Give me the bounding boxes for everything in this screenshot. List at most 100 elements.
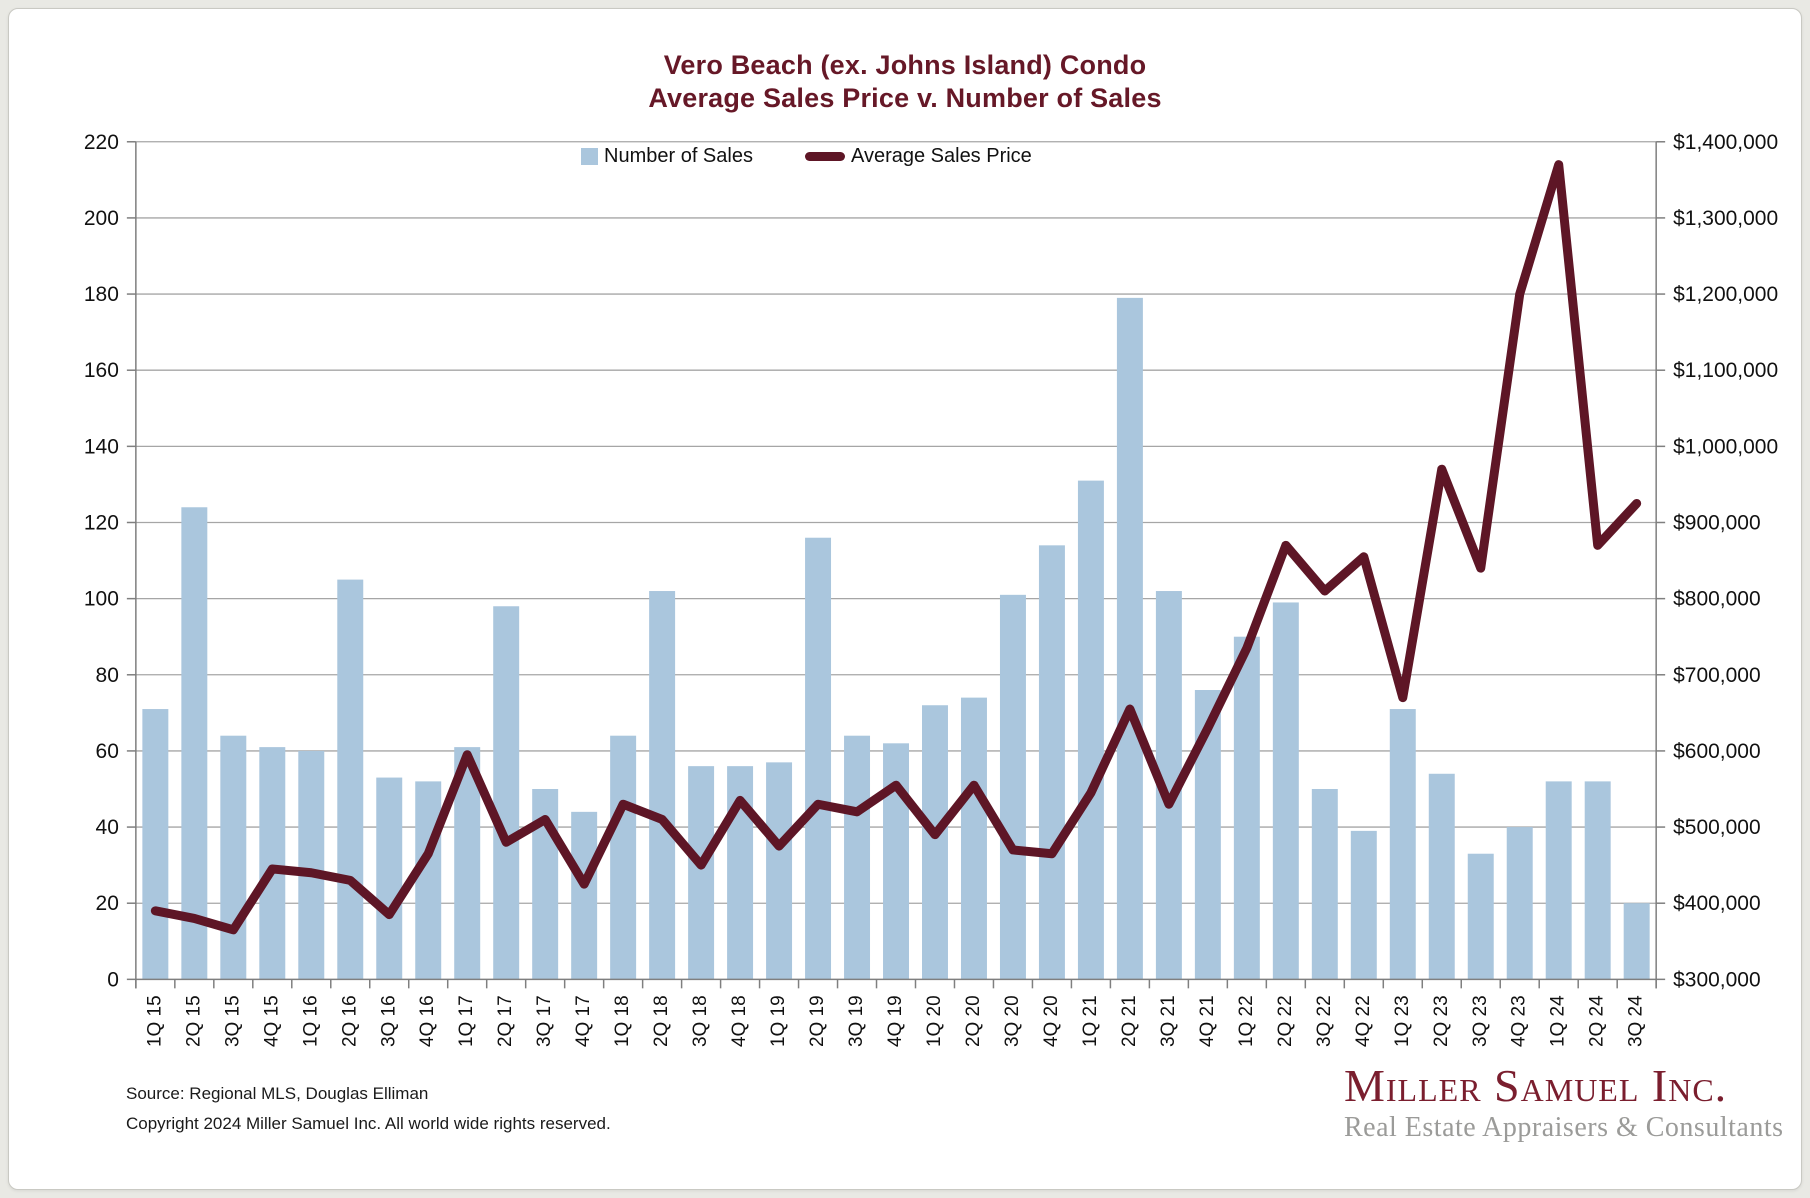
chart-title: Vero Beach (ex. Johns Island) Condo Aver… [9, 49, 1801, 115]
logo-tagline: Real Estate Appraisers & Consultants [1344, 1112, 1784, 1143]
bar-1Q-24 [1545, 781, 1572, 980]
bar-3Q-23 [1467, 853, 1494, 980]
right-axis-tick-label: $1,100,000 [1673, 359, 1778, 382]
bar-2Q-16 [337, 579, 364, 980]
x-axis-label: 1Q 22 [1236, 995, 1257, 1047]
right-axis-tick-label: $500,000 [1673, 816, 1760, 839]
left-axis-tick-label: 80 [96, 664, 119, 687]
x-axis-label: 3Q 22 [1314, 995, 1335, 1047]
x-axis-label: 2Q 21 [1119, 995, 1140, 1047]
source-text: Source: Regional MLS, Douglas Elliman [126, 1084, 429, 1103]
bar-4Q-23 [1506, 827, 1533, 980]
right-axis-tick-label: $700,000 [1673, 664, 1760, 687]
bar-4Q-19 [883, 743, 909, 980]
bar-4Q-16 [415, 781, 442, 980]
x-axis-label: 2Q 15 [183, 995, 204, 1047]
bar-1Q-22 [1233, 636, 1260, 980]
x-axis-label: 2Q 18 [651, 995, 672, 1047]
bar-swatch-icon [581, 148, 598, 165]
x-axis-label: 4Q 15 [261, 995, 282, 1047]
x-axis-label: 4Q 21 [1197, 995, 1218, 1047]
left-axis-tick-label: 140 [84, 435, 119, 458]
x-axis-label: 1Q 21 [1080, 995, 1101, 1047]
bar-1Q-20 [922, 705, 948, 980]
x-axis-label: 2Q 23 [1431, 995, 1452, 1047]
bar-1Q-15 [142, 709, 169, 980]
left-axis-tick-label: 220 [84, 131, 119, 154]
right-axis-tick-label: $1,400,000 [1673, 131, 1778, 154]
left-axis-tick-label: 0 [107, 968, 119, 991]
legend-item-number-of-sales: Number of Sales [581, 145, 753, 168]
x-axis-label: 2Q 16 [339, 995, 360, 1047]
chart-title-line1: Vero Beach (ex. Johns Island) Condo [663, 50, 1147, 80]
left-axis-tick-label: 100 [84, 588, 119, 611]
bar-3Q-15 [220, 735, 247, 980]
bar-3Q-16 [376, 777, 403, 980]
bar-3Q-24 [1623, 903, 1650, 980]
right-axis-tick-label: $1,300,000 [1673, 207, 1778, 230]
bar-2Q-20 [960, 697, 987, 980]
left-axis-tick-label: 60 [96, 740, 119, 763]
bar-2Q-22 [1272, 602, 1299, 980]
left-axis-tick-label: 160 [84, 359, 119, 382]
bar-1Q-18 [610, 735, 637, 980]
legend: Number of Sales Average Sales Price [581, 145, 1032, 168]
logo-name: Miller Samuel Inc. [1344, 1060, 1728, 1111]
bar-4Q-22 [1350, 830, 1377, 980]
x-axis-label: 4Q 23 [1509, 995, 1530, 1047]
legend-line-label: Average Sales Price [850, 145, 1032, 167]
bar-1Q-16 [298, 750, 325, 980]
x-axis-label: 4Q 22 [1353, 995, 1374, 1047]
left-axis-tick-label: 20 [96, 892, 119, 915]
footer: Source: Regional MLS, Douglas Elliman Co… [126, 1079, 611, 1139]
legend-item-average-sales-price: Average Sales Price [804, 145, 1032, 168]
chart-panel: 0 20 40 60 80 100 120 140 160 180 200 220 $300,000 $4… [8, 8, 1802, 1190]
bar-2Q-19 [805, 537, 832, 980]
bar-2Q-15 [181, 507, 208, 980]
x-axis-label: 1Q 16 [300, 995, 321, 1047]
average-sales-price-line [150, 160, 1642, 935]
axis-labels: 0 20 40 60 80 100 120 140 160 180 200 220 $300,000 $4… [84, 131, 1778, 1047]
company-logo: Miller Samuel Inc. Real Estate Appraiser… [1344, 1061, 1784, 1145]
x-axis-label: 1Q 19 [768, 995, 789, 1047]
left-axis-tick-label: 120 [84, 511, 119, 534]
x-axis-label: 3Q 16 [378, 995, 399, 1047]
x-axis-label: 2Q 19 [807, 995, 828, 1047]
right-axis-tick-label: $1,000,000 [1673, 435, 1778, 458]
right-axis-tick-label: $600,000 [1673, 740, 1760, 763]
x-axis-label: 3Q 18 [690, 995, 711, 1047]
x-axis-label: 3Q 24 [1626, 995, 1647, 1047]
bar-4Q-17 [571, 811, 598, 980]
bar-1Q-23 [1389, 709, 1416, 980]
left-axis-tick-label: 200 [84, 207, 119, 230]
bar-3Q-19 [844, 735, 871, 980]
bar-1Q-21 [1077, 480, 1104, 980]
bar-3Q-22 [1311, 788, 1338, 980]
right-axis-tick-label: $800,000 [1673, 588, 1760, 611]
x-axis-label: 4Q 18 [729, 995, 750, 1047]
x-axis-label: 3Q 20 [1002, 995, 1023, 1047]
chart-title-line2: Average Sales Price v. Number of Sales [648, 83, 1162, 113]
x-axis-label: 4Q 17 [573, 995, 594, 1047]
x-axis-label: 1Q 24 [1548, 995, 1569, 1047]
x-axis-label: 2Q 24 [1587, 995, 1608, 1047]
x-axis-label: 1Q 15 [144, 995, 165, 1047]
bar-3Q-20 [999, 594, 1026, 980]
bar-4Q-20 [1038, 545, 1065, 980]
sales-bars [142, 297, 1650, 980]
axes [126, 141, 1666, 989]
bar-2Q-21 [1116, 297, 1143, 980]
right-axis-tick-label: $900,000 [1673, 511, 1760, 534]
x-axis-label: 3Q 17 [534, 995, 555, 1047]
legend-bars-label: Number of Sales [604, 145, 753, 167]
line-swatch-icon [804, 152, 845, 161]
bar-2Q-18 [649, 591, 676, 980]
x-axis-label: 1Q 23 [1392, 995, 1413, 1047]
bar-1Q-19 [766, 762, 793, 980]
right-axis-tick-label: $400,000 [1673, 892, 1760, 915]
x-axis-label: 3Q 19 [846, 995, 867, 1047]
x-axis-label: 2Q 22 [1275, 995, 1296, 1047]
x-axis-label: 1Q 17 [456, 995, 477, 1047]
bar-3Q-18 [688, 766, 715, 980]
x-axis-label: 4Q 19 [885, 995, 906, 1047]
